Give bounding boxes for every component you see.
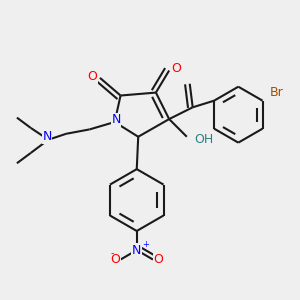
Text: N: N <box>132 244 141 256</box>
Text: O: O <box>172 61 182 75</box>
Text: -: - <box>110 248 114 258</box>
Text: N: N <box>42 130 52 143</box>
Text: +: + <box>142 240 149 249</box>
Text: N: N <box>112 113 121 126</box>
Text: O: O <box>153 253 163 266</box>
Text: O: O <box>88 70 98 83</box>
Text: O: O <box>110 253 120 266</box>
Text: Br: Br <box>270 86 284 99</box>
Text: OH: OH <box>194 133 213 146</box>
